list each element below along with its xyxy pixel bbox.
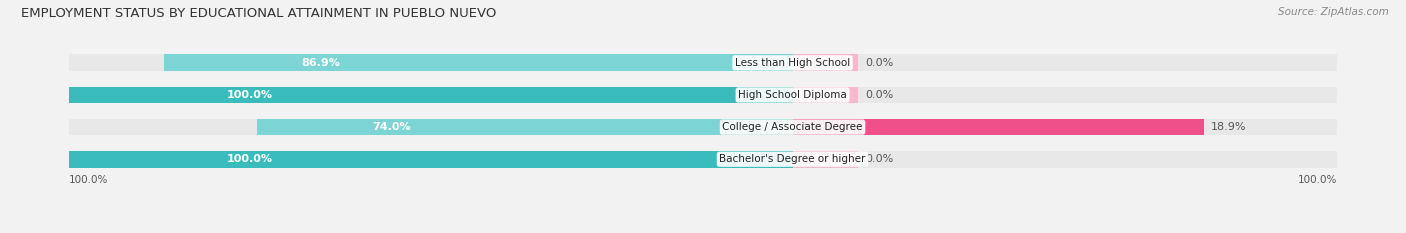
Bar	[257, 119, 793, 135]
Bar	[793, 55, 858, 71]
Text: High School Diploma: High School Diploma	[738, 90, 846, 100]
Bar	[69, 151, 1337, 168]
Bar	[69, 87, 793, 103]
Text: Less than High School: Less than High School	[735, 58, 851, 68]
Text: 18.9%: 18.9%	[1211, 122, 1246, 132]
Text: 100.0%: 100.0%	[1298, 175, 1337, 185]
Text: 0.0%: 0.0%	[865, 90, 893, 100]
Text: 0.0%: 0.0%	[865, 58, 893, 68]
Text: 0.0%: 0.0%	[865, 154, 893, 164]
Bar	[69, 87, 1337, 103]
Text: EMPLOYMENT STATUS BY EDUCATIONAL ATTAINMENT IN PUEBLO NUEVO: EMPLOYMENT STATUS BY EDUCATIONAL ATTAINM…	[21, 7, 496, 20]
Bar	[793, 151, 858, 168]
Text: College / Associate Degree: College / Associate Degree	[723, 122, 863, 132]
Bar	[69, 55, 1337, 71]
Bar	[793, 87, 858, 103]
Bar	[793, 119, 1204, 135]
Text: 100.0%: 100.0%	[226, 90, 273, 100]
Bar	[165, 55, 793, 71]
Text: 100.0%: 100.0%	[69, 175, 108, 185]
Text: 74.0%: 74.0%	[371, 122, 411, 132]
Text: Bachelor's Degree or higher: Bachelor's Degree or higher	[720, 154, 866, 164]
Text: 100.0%: 100.0%	[226, 154, 273, 164]
Bar	[69, 151, 793, 168]
Bar	[69, 119, 1337, 135]
Text: Source: ZipAtlas.com: Source: ZipAtlas.com	[1278, 7, 1389, 17]
Text: 86.9%: 86.9%	[302, 58, 340, 68]
